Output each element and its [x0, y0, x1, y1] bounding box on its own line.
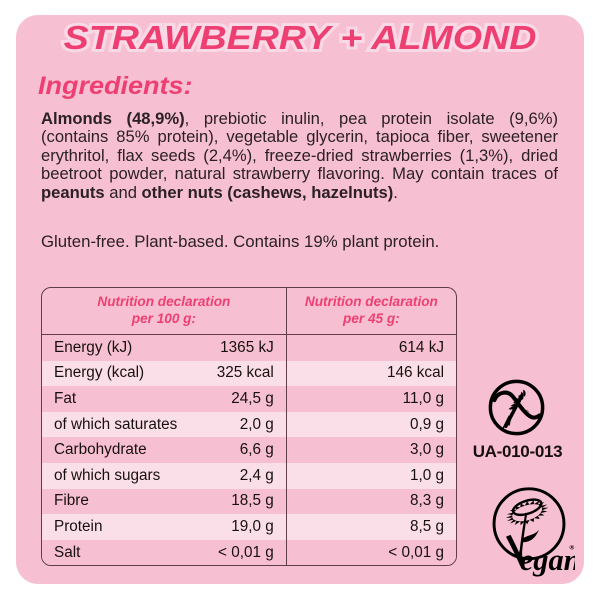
- svg-text:®: ®: [569, 544, 574, 552]
- svg-text:egan: egan: [520, 543, 575, 577]
